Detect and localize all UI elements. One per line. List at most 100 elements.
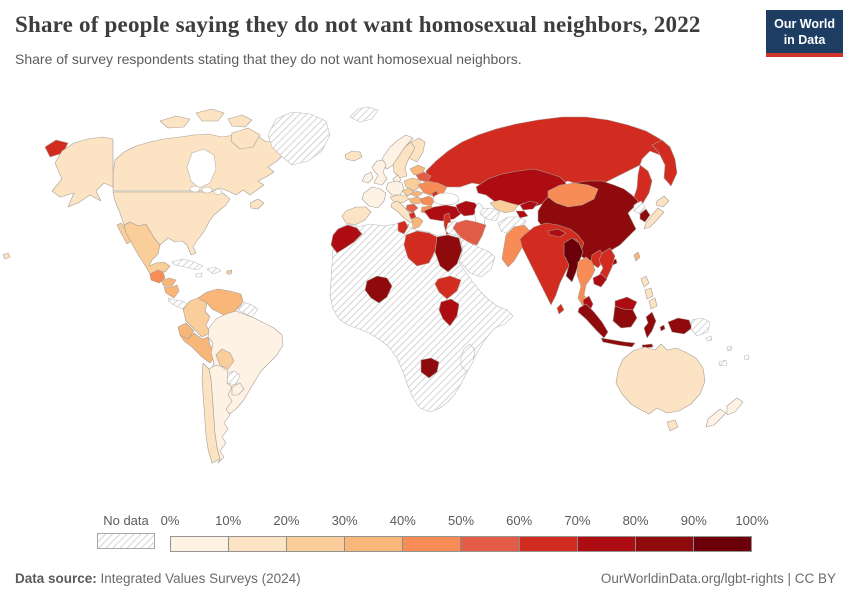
country-austria[interactable]	[389, 194, 410, 204]
country-greece[interactable]	[411, 216, 424, 230]
country-kyrgyzstan[interactable]	[519, 200, 539, 211]
country-tajikistan[interactable]	[515, 210, 529, 219]
country-kenya[interactable]	[438, 298, 460, 327]
country-philippines-2[interactable]	[644, 287, 654, 300]
legend-bin-20-30%[interactable]	[287, 537, 346, 551]
country-indonesia-sumatra[interactable]	[577, 303, 609, 339]
country-canada-arctic2[interactable]	[195, 108, 225, 122]
country-iberia[interactable]	[341, 206, 372, 226]
country-nz-south[interactable]	[705, 408, 727, 428]
country-serbia[interactable]	[405, 203, 419, 214]
country-france[interactable]	[361, 186, 387, 209]
footer-credit-link[interactable]: OurWorldinData.org/lgbt-rights | CC BY	[600, 571, 836, 586]
legend-no-data-swatch[interactable]	[97, 533, 155, 549]
country-philippines-1[interactable]	[640, 275, 650, 288]
country-tasmania[interactable]	[666, 419, 679, 432]
country-albania[interactable]	[408, 211, 417, 220]
country-cambodia[interactable]	[592, 273, 608, 288]
country-honduras[interactable]	[160, 277, 177, 287]
country-australia[interactable]	[615, 343, 706, 415]
country-nicaragua[interactable]	[163, 284, 180, 299]
legend-bin-0-10%[interactable]	[171, 537, 230, 551]
country-ecuador[interactable]	[177, 322, 195, 340]
country-madagascar[interactable]	[460, 343, 476, 373]
great-lake-2	[201, 186, 213, 194]
legend-bin-70-80%[interactable]	[577, 537, 636, 551]
country-ukraine[interactable]	[417, 180, 448, 197]
country-srilanka[interactable]	[556, 303, 565, 315]
country-hispaniola[interactable]	[206, 266, 222, 275]
country-nigeria[interactable]	[364, 275, 393, 304]
legend-bin-80-90%[interactable]	[635, 537, 694, 551]
country-russia-kamchatka[interactable]	[651, 139, 678, 187]
country-cuba[interactable]	[171, 258, 204, 271]
country-venezuela[interactable]	[197, 288, 244, 318]
country-indonesia-papua[interactable]	[667, 317, 693, 335]
country-baltics[interactable]	[409, 164, 426, 176]
country-japan-honshu[interactable]	[643, 207, 665, 230]
country-nz-north[interactable]	[726, 397, 744, 416]
country-north-korea[interactable]	[633, 200, 646, 215]
country-south-korea[interactable]	[639, 208, 651, 223]
owid-logo[interactable]: Our World in Data	[766, 10, 843, 58]
country-egypt[interactable]	[434, 234, 463, 273]
legend-bin-60-70%[interactable]	[519, 537, 578, 551]
country-indonesia-sulawesi[interactable]	[643, 311, 657, 339]
country-canada-arctic3[interactable]	[227, 114, 253, 128]
country-iceland[interactable]	[344, 150, 363, 162]
country-fiji[interactable]	[743, 354, 750, 361]
country-pakistan[interactable]	[501, 224, 531, 268]
legend-bin-50-60%[interactable]	[461, 537, 520, 551]
country-libya[interactable]	[403, 230, 438, 267]
country-mongolia[interactable]	[547, 182, 599, 208]
country-indonesia-maluku[interactable]	[659, 324, 666, 332]
country-indonesia-java[interactable]	[600, 337, 636, 348]
country-solomon[interactable]	[705, 335, 713, 342]
country-zimbabwe[interactable]	[420, 357, 440, 379]
owid-logo-line2: in Data	[783, 32, 826, 47]
country-uk[interactable]	[371, 159, 388, 186]
country-indonesia-kalimantan[interactable]	[612, 305, 638, 329]
country-usa-hawaii[interactable]	[2, 252, 11, 260]
country-taiwan[interactable]	[633, 251, 641, 262]
country-iran[interactable]	[452, 219, 487, 246]
country-greenland[interactable]	[267, 111, 331, 166]
country-colombia[interactable]	[182, 297, 211, 338]
country-uruguay[interactable]	[231, 382, 245, 396]
country-argentina[interactable]	[208, 364, 233, 464]
country-ethiopia[interactable]	[434, 275, 462, 300]
country-ireland[interactable]	[361, 171, 374, 184]
country-thailand[interactable]	[576, 256, 596, 309]
country-canada-arctic1[interactable]	[159, 115, 191, 129]
legend-bin-10-20%[interactable]	[229, 537, 288, 551]
country-png[interactable]	[690, 317, 711, 337]
country-japan-hokkaido[interactable]	[655, 195, 670, 208]
country-svalbard[interactable]	[349, 106, 379, 123]
country-germany[interactable]	[385, 180, 405, 196]
country-belarus[interactable]	[415, 171, 432, 183]
country-bolivia[interactable]	[215, 348, 235, 370]
country-canada-baffin[interactable]	[230, 127, 261, 150]
legend-bin-90-100%[interactable]	[693, 537, 751, 551]
country-turkmenistan[interactable]	[479, 207, 501, 222]
country-romania[interactable]	[419, 195, 436, 207]
country-tunisia[interactable]	[397, 220, 409, 235]
legend-no-data[interactable]: No data	[97, 513, 155, 549]
country-slovakia[interactable]	[409, 190, 424, 198]
country-jamaica[interactable]	[195, 272, 203, 278]
legend-bin-40-50%[interactable]	[403, 537, 462, 551]
country-finland[interactable]	[408, 137, 426, 163]
country-uzbekistan[interactable]	[489, 199, 519, 214]
country-canada-newfoundland[interactable]	[249, 198, 265, 210]
country-myanmar[interactable]	[563, 237, 584, 283]
country-guatemala[interactable]	[149, 269, 166, 284]
country-morocco[interactable]	[330, 224, 363, 254]
country-philippines-3[interactable]	[648, 297, 658, 310]
country-mexico[interactable]	[123, 221, 171, 275]
country-newcaledonia[interactable]	[718, 359, 728, 367]
country-vanuatu[interactable]	[726, 345, 733, 352]
country-nepal[interactable]	[547, 228, 567, 238]
legend-bin-30-40%[interactable]	[345, 537, 404, 551]
country-usa-alaska[interactable]	[51, 136, 114, 208]
country-puertorico[interactable]	[226, 269, 233, 275]
